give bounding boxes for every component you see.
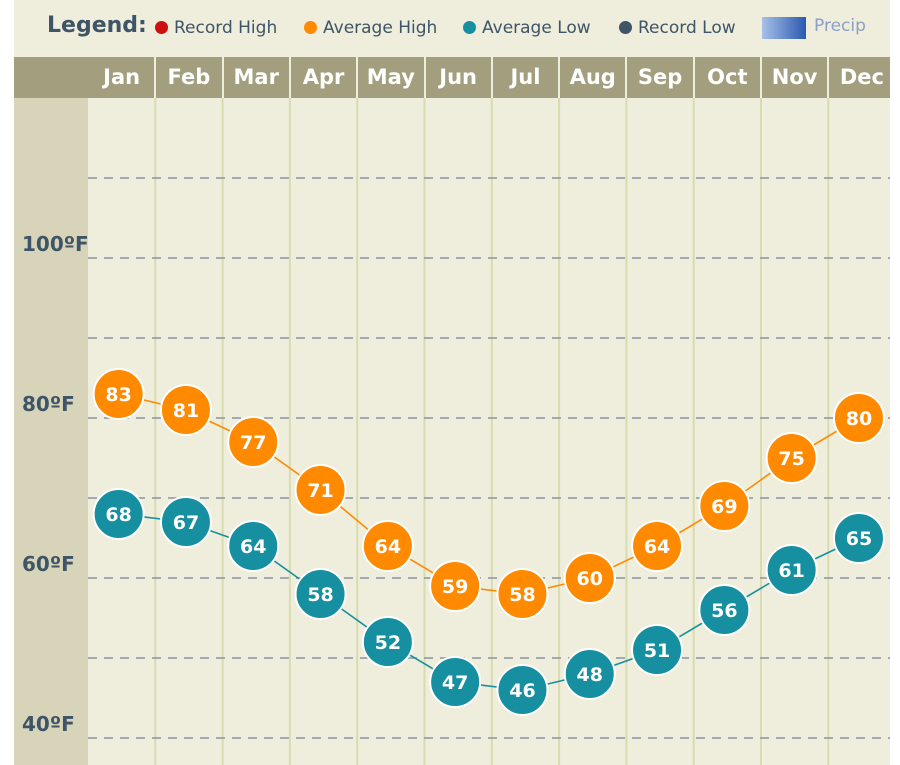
average-low-data-label: 47 bbox=[442, 672, 468, 694]
average-low-data-label: 68 bbox=[105, 504, 131, 526]
average-low-data-label: 65 bbox=[846, 528, 872, 550]
average-low-data-label: 52 bbox=[375, 632, 401, 654]
average-high-data-label: 80 bbox=[846, 408, 872, 430]
average-high-data-label: 81 bbox=[173, 400, 199, 422]
average-high-data-label: 83 bbox=[105, 384, 131, 406]
chart-frame: Legend: Record High Average High Average… bbox=[14, 0, 890, 765]
average-high-data-label: 59 bbox=[442, 576, 468, 598]
average-low-data-label: 61 bbox=[778, 560, 804, 582]
plot-area: 83 81 77 71 64 59 58 60 64 69 75 80 68 67 64 58 52 47 46 48… bbox=[14, 0, 890, 765]
average-low-data-label: 64 bbox=[240, 536, 266, 558]
average-low-data-label: 58 bbox=[307, 584, 333, 606]
average-low-data-label: 56 bbox=[711, 600, 737, 622]
average-high-line bbox=[119, 394, 859, 594]
average-low-data-label: 48 bbox=[577, 664, 603, 686]
average-high-data-label: 75 bbox=[778, 448, 804, 470]
average-high-data-label: 64 bbox=[644, 536, 670, 558]
average-low-data-label: 51 bbox=[644, 640, 670, 662]
average-high-data-label: 64 bbox=[375, 536, 401, 558]
average-high-data-label: 69 bbox=[711, 496, 737, 518]
average-high-data-label: 71 bbox=[307, 480, 333, 502]
average-high-data-label: 58 bbox=[509, 584, 535, 606]
average-high-data-label: 60 bbox=[577, 568, 603, 590]
average-low-data-label: 46 bbox=[509, 680, 535, 702]
average-low-data-label: 67 bbox=[173, 512, 199, 534]
average-high-data-label: 77 bbox=[240, 432, 266, 454]
